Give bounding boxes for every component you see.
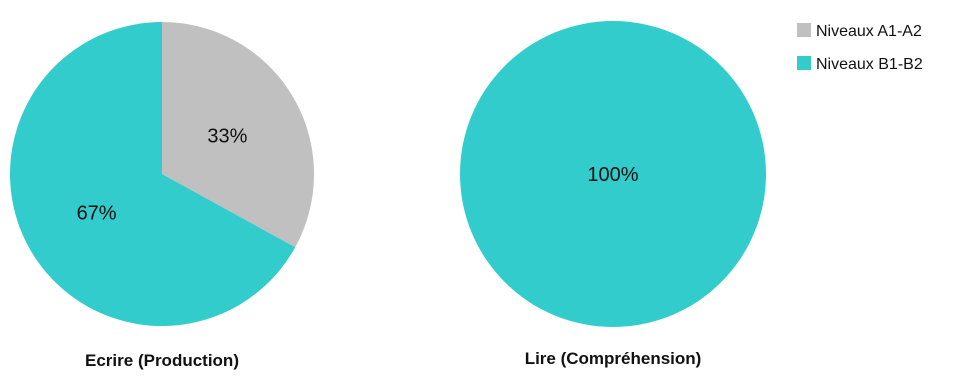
pie-slice-label-niveaux-a1-a2: 33% [207,125,247,147]
pie-slice-niveaux-b1-b2 [460,21,766,327]
legend-label-b1-b2: Niveaux B1-B2 [816,56,923,73]
legend-swatch-b1-b2 [797,56,811,70]
pie-slice-niveaux-a1-a2 [162,22,314,248]
pie-slice-label-niveaux-b1-b2: 67% [77,203,117,225]
chart-title-ecrire: Ecrire (Production) [85,351,239,370]
legend: Niveaux A1-A2 Niveaux B1-B2 [797,23,923,73]
chart-title-lire: Lire (Compréhension) [525,349,702,368]
pie-chart-lire: 100% [460,21,766,327]
legend-swatch-a1-a2 [797,23,811,37]
pie-slice-niveaux-b1-b2 [9,22,296,326]
legend-label-a1-a2: Niveaux A1-A2 [816,23,922,40]
pie-slice-label-niveaux-b1-b2: 100% [587,164,638,186]
pie-chart-ecrire: 33% 67% [9,22,314,326]
